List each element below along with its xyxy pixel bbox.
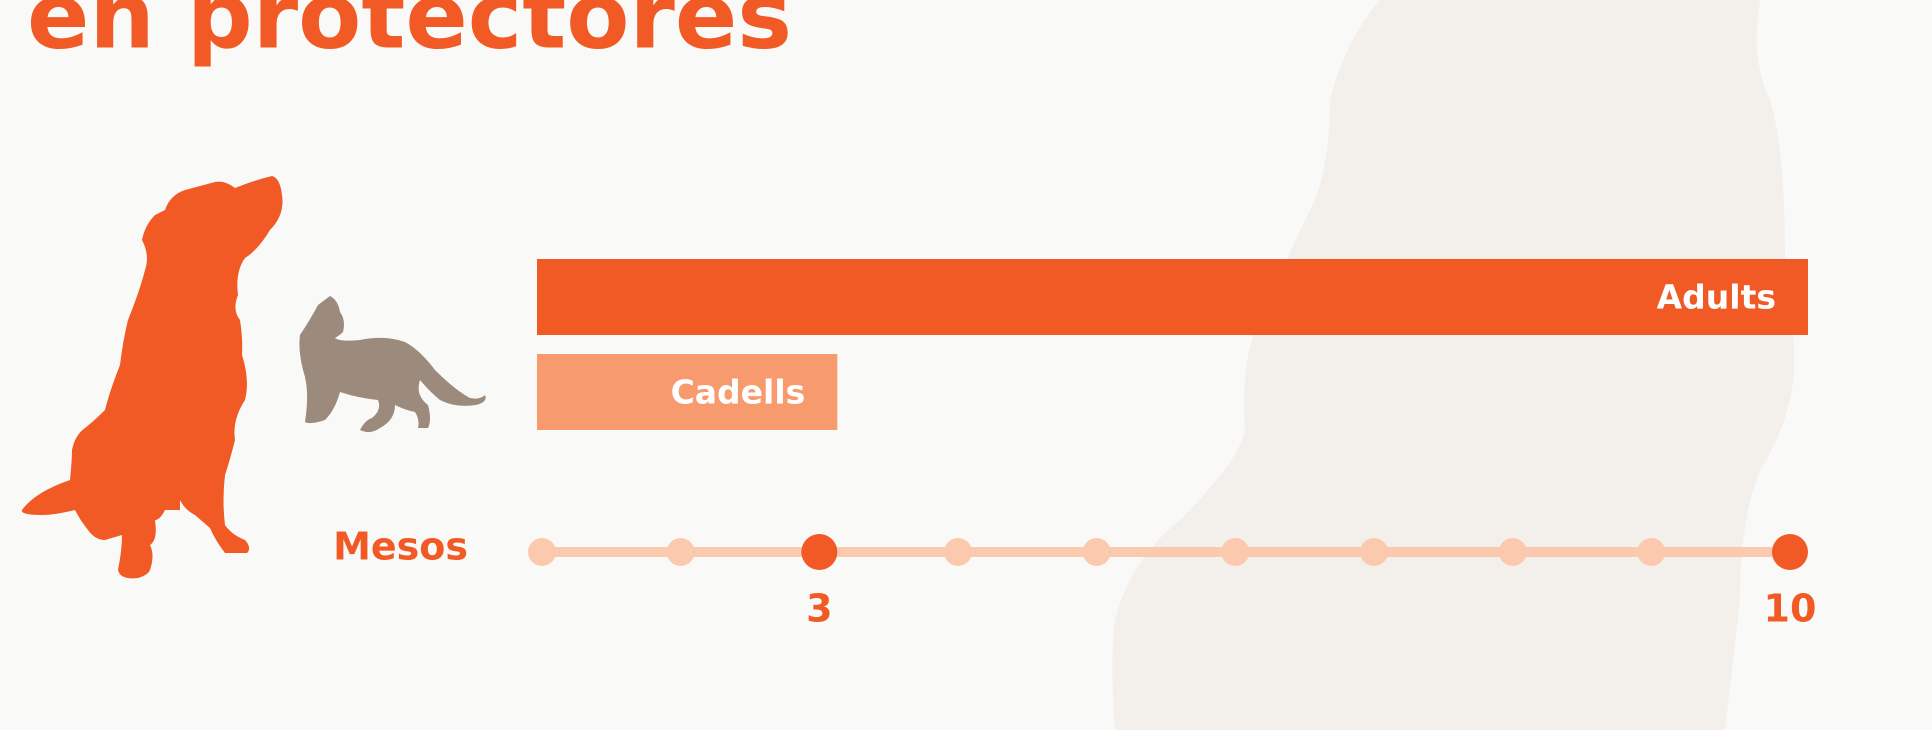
minor-tick (1499, 538, 1527, 566)
bar-label: Cadells (671, 373, 806, 412)
chart-title: en protectores (27, 0, 792, 69)
minor-tick (944, 538, 972, 566)
minor-tick (1360, 538, 1388, 566)
minor-tick (1083, 538, 1111, 566)
minor-tick (1221, 538, 1249, 566)
x-tick-label: 10 (1764, 587, 1817, 631)
minor-tick (528, 538, 556, 566)
bar-label: Adults (1657, 278, 1776, 317)
minor-tick (1637, 538, 1665, 566)
chart: en protectores 3 10 Mesos Adults Cadells (0, 0, 1932, 730)
major-tick (1772, 534, 1808, 570)
minor-tick (667, 538, 695, 566)
x-axis-label: Mesos (333, 525, 468, 569)
major-tick (801, 534, 837, 570)
bar (537, 259, 1808, 335)
x-tick-label: 3 (806, 587, 832, 631)
